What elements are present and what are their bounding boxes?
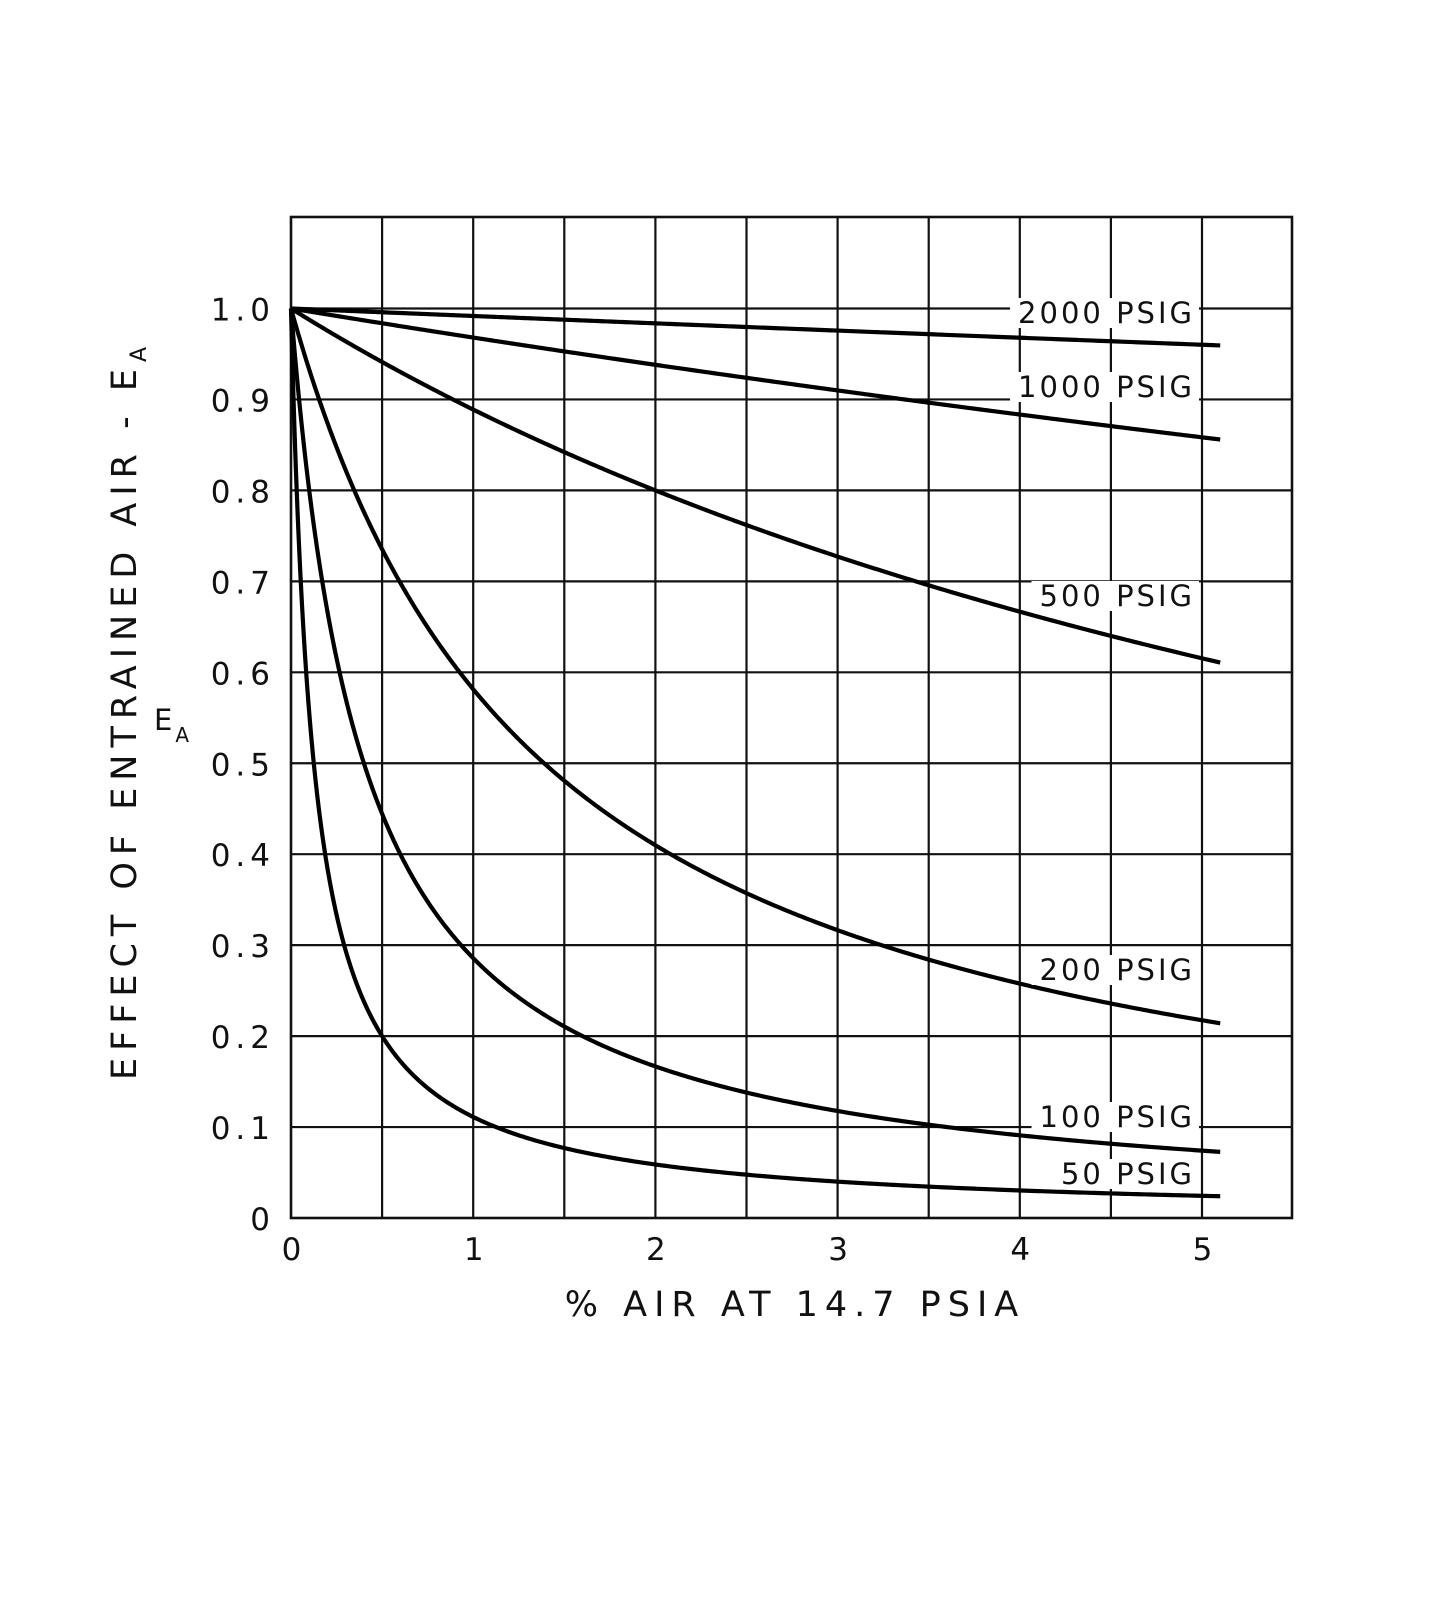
y-tick-label: 0 [250,1202,275,1238]
curve-50-psig [288,308,1221,1199]
curve-label-mask [1010,298,1199,328]
y-axis-ticks: 0 0.1 0.2 0.3 0.4 0.5 0.6 0.7 0.8 0.9 1.0 [211,293,275,1239]
y-axis-title-text: EFFECT OF ENTRAINED AIR - E [105,362,145,1080]
curve-label-50-psig: 50 PSIG [1061,1157,1195,1191]
x-axis-title: % AIR AT 14.7 PSIA [565,1285,1025,1325]
curve-label-500-psig: 500 PSIG [1040,579,1196,613]
svg-text:EA: EA [154,703,192,747]
y-tick-label: 0.2 [211,1020,275,1056]
curve-label-mask [1031,955,1199,985]
curve-2000-psig [290,306,1221,348]
curve-label-1000-psig: 1000 PSIG [1018,370,1195,404]
svg-text:EFFECT OF ENTRAINED AIR - EA: EFFECT OF ENTRAINED AIR - EA [105,340,152,1080]
curve-label-mask [1010,372,1199,402]
y-tick-label: 0.3 [211,929,275,965]
inner-ea-label-subscript: A [175,723,192,747]
curve-labels: 2000 PSIG 1000 PSIG 500 PSIG 200 PSIG 100 PS… [1010,296,1199,1191]
y-axis-title: EFFECT OF ENTRAINED AIR - EA [105,340,152,1080]
curve-label-2000-psig: 2000 PSIG [1018,296,1195,330]
y-tick-label: 0.5 [211,747,275,783]
y-tick-label: 0.9 [211,383,275,419]
plot-frame [289,215,1294,1220]
y-tick-label: 0.8 [211,474,275,510]
x-tick-label: 5 [1193,1232,1218,1268]
grid-lines [291,217,1292,1218]
curve-label-100-psig: 100 PSIG [1040,1100,1196,1134]
curves [288,306,1221,1199]
y-tick-label: 1.0 [211,293,275,329]
curve-label-mask [1031,581,1199,611]
y-tick-label: 0.6 [211,656,275,692]
curve-1000-psig [290,306,1221,442]
x-tick-label: 2 [646,1232,671,1268]
curve-label-mask [1031,1102,1199,1132]
x-tick-label: 3 [828,1232,853,1268]
x-tick-label: 0 [282,1232,307,1268]
x-tick-label: 1 [464,1232,489,1268]
curve-200-psig [288,307,1221,1026]
x-tick-label: 4 [1010,1232,1035,1268]
x-axis-ticks: 0 1 2 3 4 5 [282,1232,1218,1268]
inner-ea-label: EA [154,703,192,747]
inner-ea-label-text: E [154,703,175,737]
curve-label-mask [1052,1159,1199,1189]
y-axis-title-subscript: A [127,340,152,362]
y-tick-label: 0.4 [211,838,275,874]
curve-100-psig [288,308,1221,1154]
y-tick-label: 0.1 [211,1111,275,1147]
curve-500-psig [289,306,1221,665]
y-tick-label: 0.7 [211,565,275,601]
curve-label-200-psig: 200 PSIG [1040,953,1196,987]
